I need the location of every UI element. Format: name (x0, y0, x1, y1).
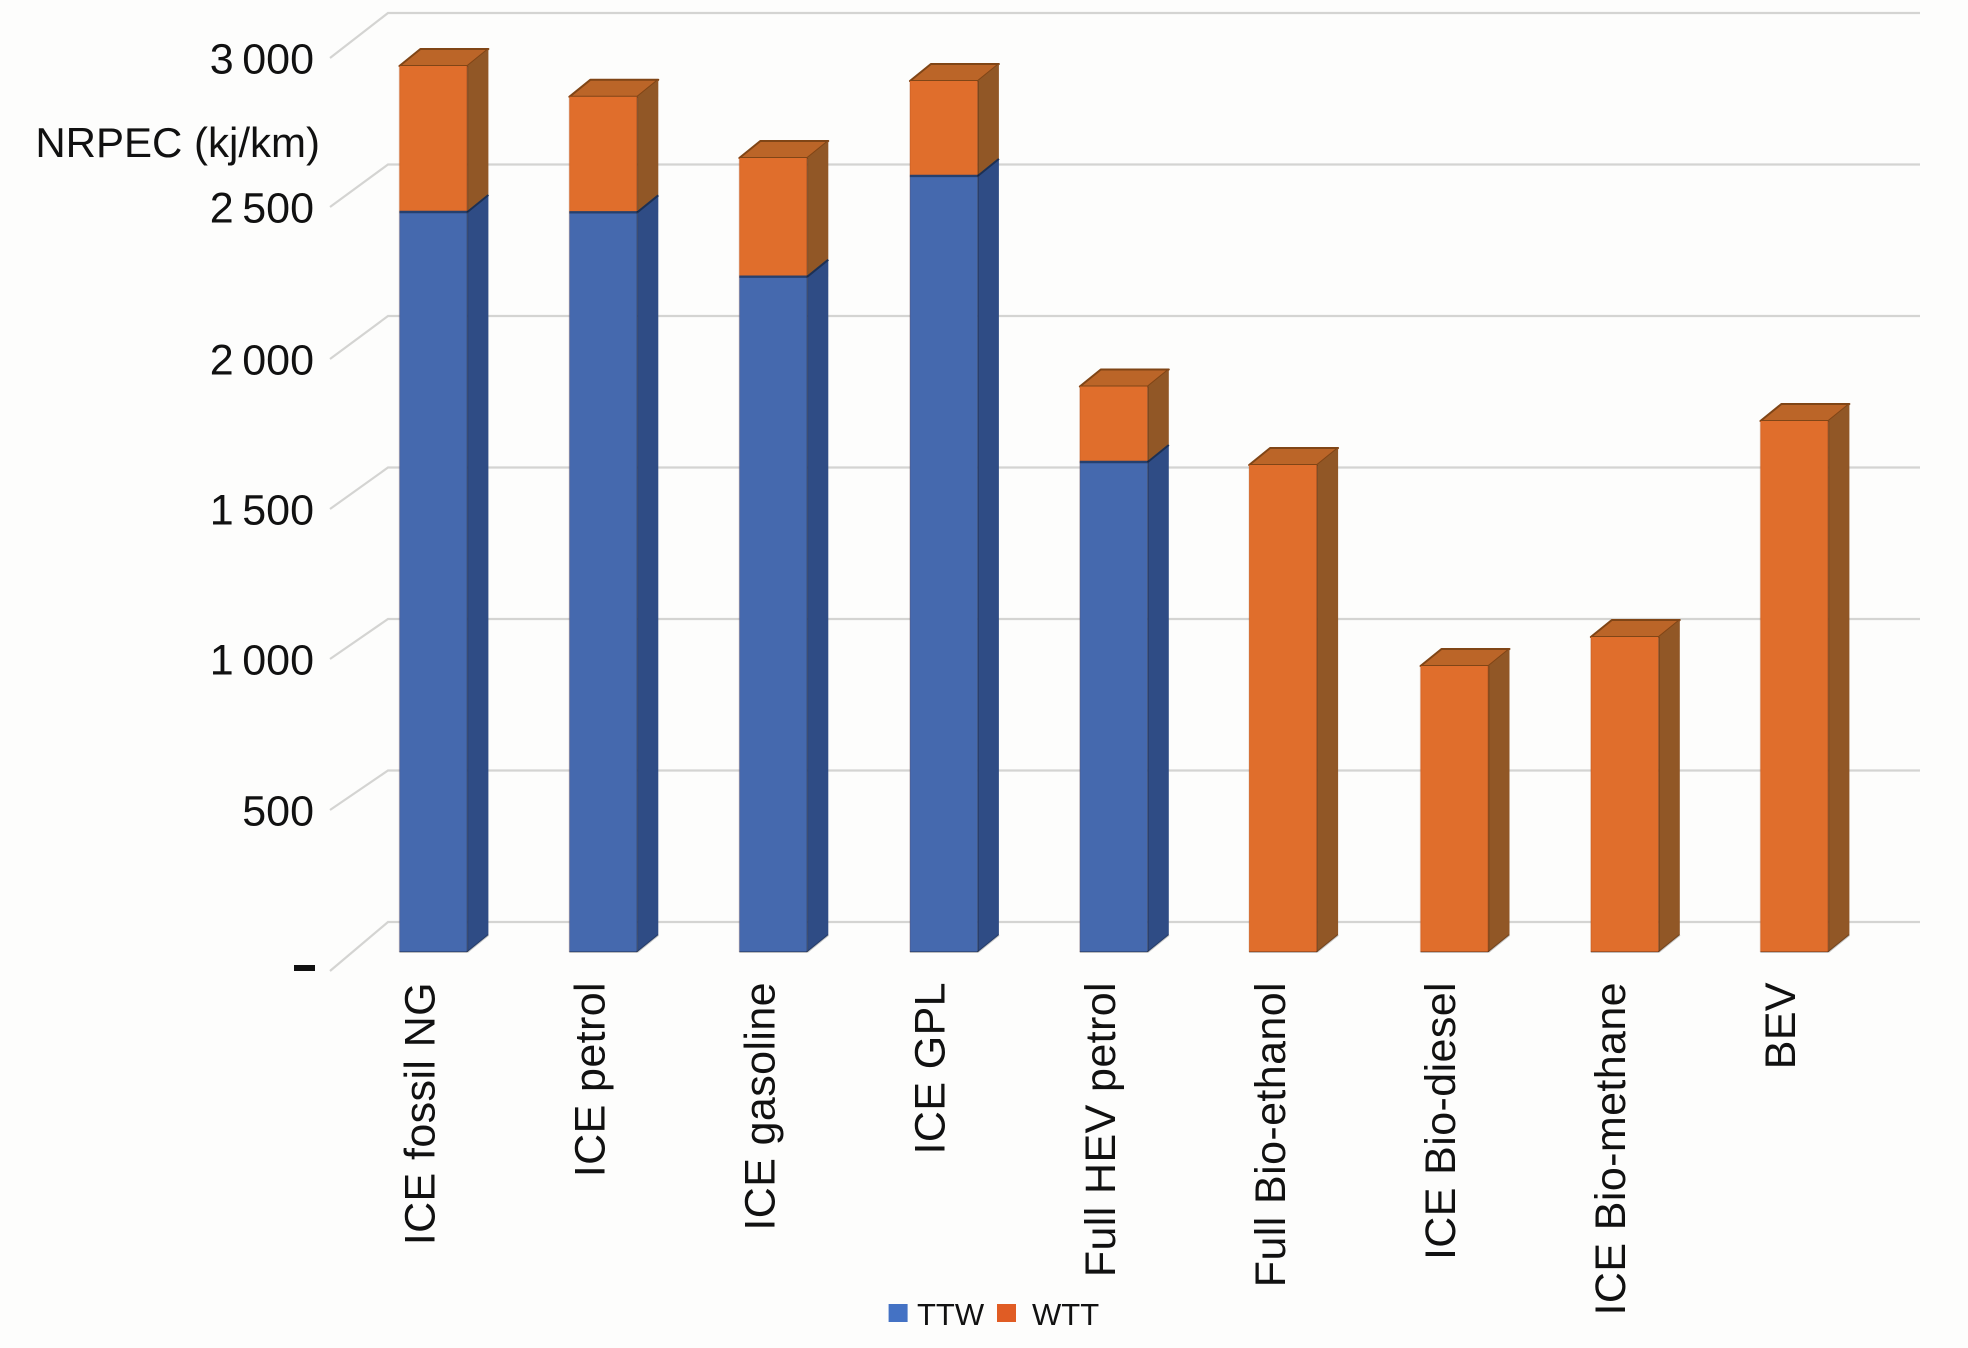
svg-text:2 000: 2 000 (210, 337, 314, 385)
svg-text:WTT: WTT (1032, 1297, 1099, 1332)
svg-text:Full HEV petrol: Full HEV petrol (1077, 982, 1125, 1277)
svg-text:ICE petrol: ICE petrol (567, 982, 615, 1177)
svg-text:TTW: TTW (917, 1297, 985, 1332)
svg-text:BEV: BEV (1757, 982, 1805, 1069)
svg-text:500: 500 (242, 788, 314, 836)
svg-text:Full Bio-ethanol: Full Bio-ethanol (1247, 982, 1295, 1287)
svg-text:ICE gasoline: ICE gasoline (737, 982, 785, 1231)
svg-text:ICE fossil NG: ICE fossil NG (396, 982, 444, 1245)
svg-text:3 000: 3 000 (210, 36, 314, 84)
svg-text:2 500: 2 500 (210, 185, 314, 233)
svg-text:ICE GPL: ICE GPL (907, 982, 955, 1154)
svg-text:NRPEC (kj/km): NRPEC (kj/km) (35, 119, 320, 166)
svg-text:ICE Bio-methane: ICE Bio-methane (1587, 982, 1635, 1315)
svg-text:1 000: 1 000 (210, 637, 314, 685)
svg-text:1 500: 1 500 (210, 487, 314, 535)
svg-text:ICE Bio-diesel: ICE Bio-diesel (1417, 982, 1465, 1260)
